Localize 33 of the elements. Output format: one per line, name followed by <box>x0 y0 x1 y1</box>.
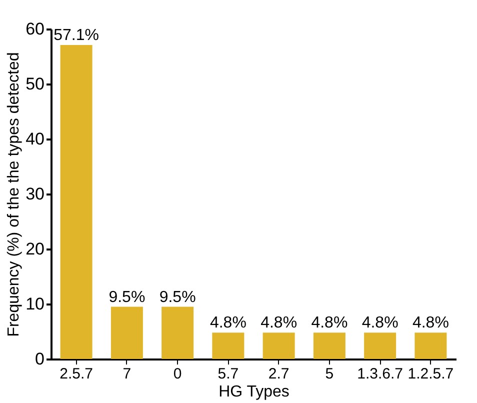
bar <box>212 332 244 359</box>
x-tick-label: 2.7 <box>268 366 290 382</box>
x-axis-title: HG Types <box>218 384 290 400</box>
bar <box>364 332 396 359</box>
bar <box>313 332 346 359</box>
data-label: 57.1% <box>54 26 99 44</box>
x-tick-label: 0 <box>173 366 182 382</box>
y-axis-title: Frequency (%) of the the types detected <box>6 52 23 337</box>
data-label: 9.5% <box>108 288 146 306</box>
y-tick-label: 10 <box>26 294 44 314</box>
bar <box>414 332 447 359</box>
x-tick-label: 5 <box>325 366 334 382</box>
bar <box>162 306 194 359</box>
data-label: 4.8% <box>412 314 449 332</box>
y-tick-label: 50 <box>26 74 44 94</box>
y-tick-label: 20 <box>26 240 44 258</box>
data-label: 4.8% <box>362 314 398 332</box>
data-label: 4.8% <box>260 314 298 332</box>
bar <box>110 306 143 359</box>
data-label: 4.8% <box>210 314 246 332</box>
y-tick-label: 60 <box>26 20 44 38</box>
y-tick-label: 0 <box>35 350 44 368</box>
x-tick-label: 1.3.6.7 <box>357 366 403 382</box>
x-tick-label: 5.7 <box>218 366 239 382</box>
data-label: 4.8% <box>311 314 348 332</box>
y-tick-label: 30 <box>26 184 44 204</box>
x-tick-label: 7 <box>122 366 132 382</box>
y-tick-label: 40 <box>26 130 44 148</box>
bar <box>60 44 92 359</box>
x-tick-label: 1.2.5.7 <box>408 366 454 382</box>
x-tick-label: 2.5.7 <box>60 366 93 382</box>
bar <box>262 332 295 359</box>
data-label: 9.5% <box>159 288 196 306</box>
